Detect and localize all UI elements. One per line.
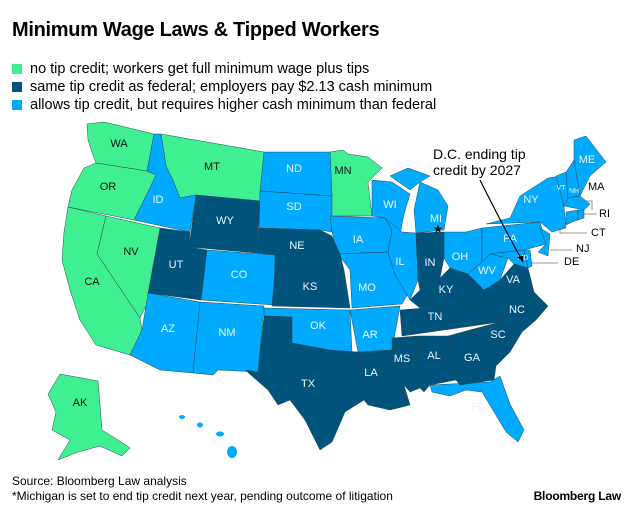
chart-title: Minimum Wage Laws & Tipped Workers xyxy=(12,19,380,41)
state-HI-4 xyxy=(227,446,237,458)
state-NJ xyxy=(537,227,551,257)
brand-logo: Bloomberg Law xyxy=(533,489,622,503)
label-ID: ID xyxy=(153,194,164,206)
annotation-line: D.C. ending tip xyxy=(433,146,526,162)
label-IN: IN xyxy=(425,257,436,269)
label-NH: NH xyxy=(569,188,579,195)
label-WI: WI xyxy=(383,199,396,211)
label-WA: WA xyxy=(110,138,128,150)
state-FL xyxy=(429,375,525,443)
callout-MA: MA xyxy=(588,181,605,193)
callout-line-MA xyxy=(580,200,593,210)
state-HI-2 xyxy=(197,422,203,428)
label-AR: AR xyxy=(362,329,377,341)
dc-arrow xyxy=(479,179,524,263)
label-AZ: AZ xyxy=(161,323,175,335)
state-WI xyxy=(371,179,411,236)
label-LA: LA xyxy=(364,367,378,379)
legend-label: same tip credit as federal; employers pa… xyxy=(30,79,433,95)
state-CT xyxy=(565,209,579,225)
legend-item-higher-minimum: allows tip credit, but requires higher c… xyxy=(12,96,436,114)
legend-item-no-tip-credit: no tip credit; workers get full minimum … xyxy=(12,60,436,78)
label-CA: CA xyxy=(84,276,100,288)
footnote-text: *Michigan is set to end tip credit next … xyxy=(12,489,393,503)
label-GA: GA xyxy=(464,352,481,364)
callout-line-CT xyxy=(559,221,587,234)
state-AK xyxy=(47,373,131,461)
label-NV: NV xyxy=(123,246,139,258)
callout-NJ: NJ xyxy=(576,243,590,255)
label-SC: SC xyxy=(490,329,505,341)
label-VT: VT xyxy=(557,185,567,192)
state-UT xyxy=(147,227,208,301)
label-OR: OR xyxy=(100,181,117,193)
label-MI: MI xyxy=(430,213,442,225)
label-IL: IL xyxy=(395,256,404,268)
label-OK: OK xyxy=(310,320,327,332)
label-WY: WY xyxy=(216,215,234,227)
label-MS: MS xyxy=(394,353,411,365)
state-TX xyxy=(244,315,365,451)
label-ND: ND xyxy=(286,163,302,175)
legend-swatch-blue xyxy=(12,100,22,110)
state-GA xyxy=(447,329,497,386)
label-MN: MN xyxy=(334,165,351,177)
callout-DE: DE xyxy=(564,256,580,268)
label-MO: MO xyxy=(358,282,376,294)
label-KY: KY xyxy=(439,284,454,296)
label-VA: VA xyxy=(506,274,521,286)
callout-RI: RI xyxy=(599,208,610,220)
label-MT: MT xyxy=(204,161,220,173)
source-text: Source: Bloomberg Law analysis xyxy=(12,474,187,488)
label-CO: CO xyxy=(231,269,248,281)
legend-swatch-green xyxy=(12,64,22,74)
dc-arrowhead-icon xyxy=(517,256,523,262)
label-UT: UT xyxy=(169,259,184,271)
state-HI-1 xyxy=(179,415,185,419)
label-TX: TX xyxy=(301,378,316,390)
legend-label: no tip credit; workers get full minimum … xyxy=(30,61,370,77)
label-AL: AL xyxy=(427,350,440,362)
label-IA: IA xyxy=(353,234,364,246)
legend-label: allows tip credit, but requires higher c… xyxy=(30,97,437,113)
state-HI-3 xyxy=(216,431,224,437)
state-MS xyxy=(389,335,421,393)
state-DE xyxy=(523,249,533,269)
footer-notes: Source: Bloomberg Law analysis *Michigan… xyxy=(12,474,393,504)
state-MA xyxy=(563,195,591,211)
legend: no tip credit; workers get full minimum … xyxy=(12,60,436,114)
state-NM xyxy=(192,301,265,376)
callout-CT: CT xyxy=(591,227,606,239)
label-NY: NY xyxy=(523,194,539,206)
state-RI xyxy=(577,209,585,221)
label-KS: KS xyxy=(303,281,318,293)
state-MI xyxy=(413,181,449,234)
label-SD: SD xyxy=(286,201,301,213)
label-ME: ME xyxy=(579,154,596,166)
state-SD xyxy=(258,190,333,233)
label-FL: FL xyxy=(472,401,485,413)
legend-swatch-navy xyxy=(12,82,22,92)
michigan-star-icon: ★ xyxy=(433,222,444,236)
label-WV: WV xyxy=(478,265,496,277)
label-TN: TN xyxy=(428,311,443,323)
annotation-line: credit by 2027 xyxy=(433,162,521,178)
label-NE: NE xyxy=(289,240,304,252)
label-NM: NM xyxy=(218,327,235,339)
state-KS xyxy=(271,269,351,309)
label-OH: OH xyxy=(452,251,469,263)
dc-annotation: D.C. ending tip credit by 2027 xyxy=(433,146,526,178)
label-AK: AK xyxy=(73,397,88,409)
state-NV xyxy=(96,215,161,319)
state-MI-UP xyxy=(389,167,431,191)
state-ID xyxy=(133,133,197,233)
legend-item-same-federal: same tip credit as federal; employers pa… xyxy=(12,78,436,96)
label-NC: NC xyxy=(509,304,525,316)
